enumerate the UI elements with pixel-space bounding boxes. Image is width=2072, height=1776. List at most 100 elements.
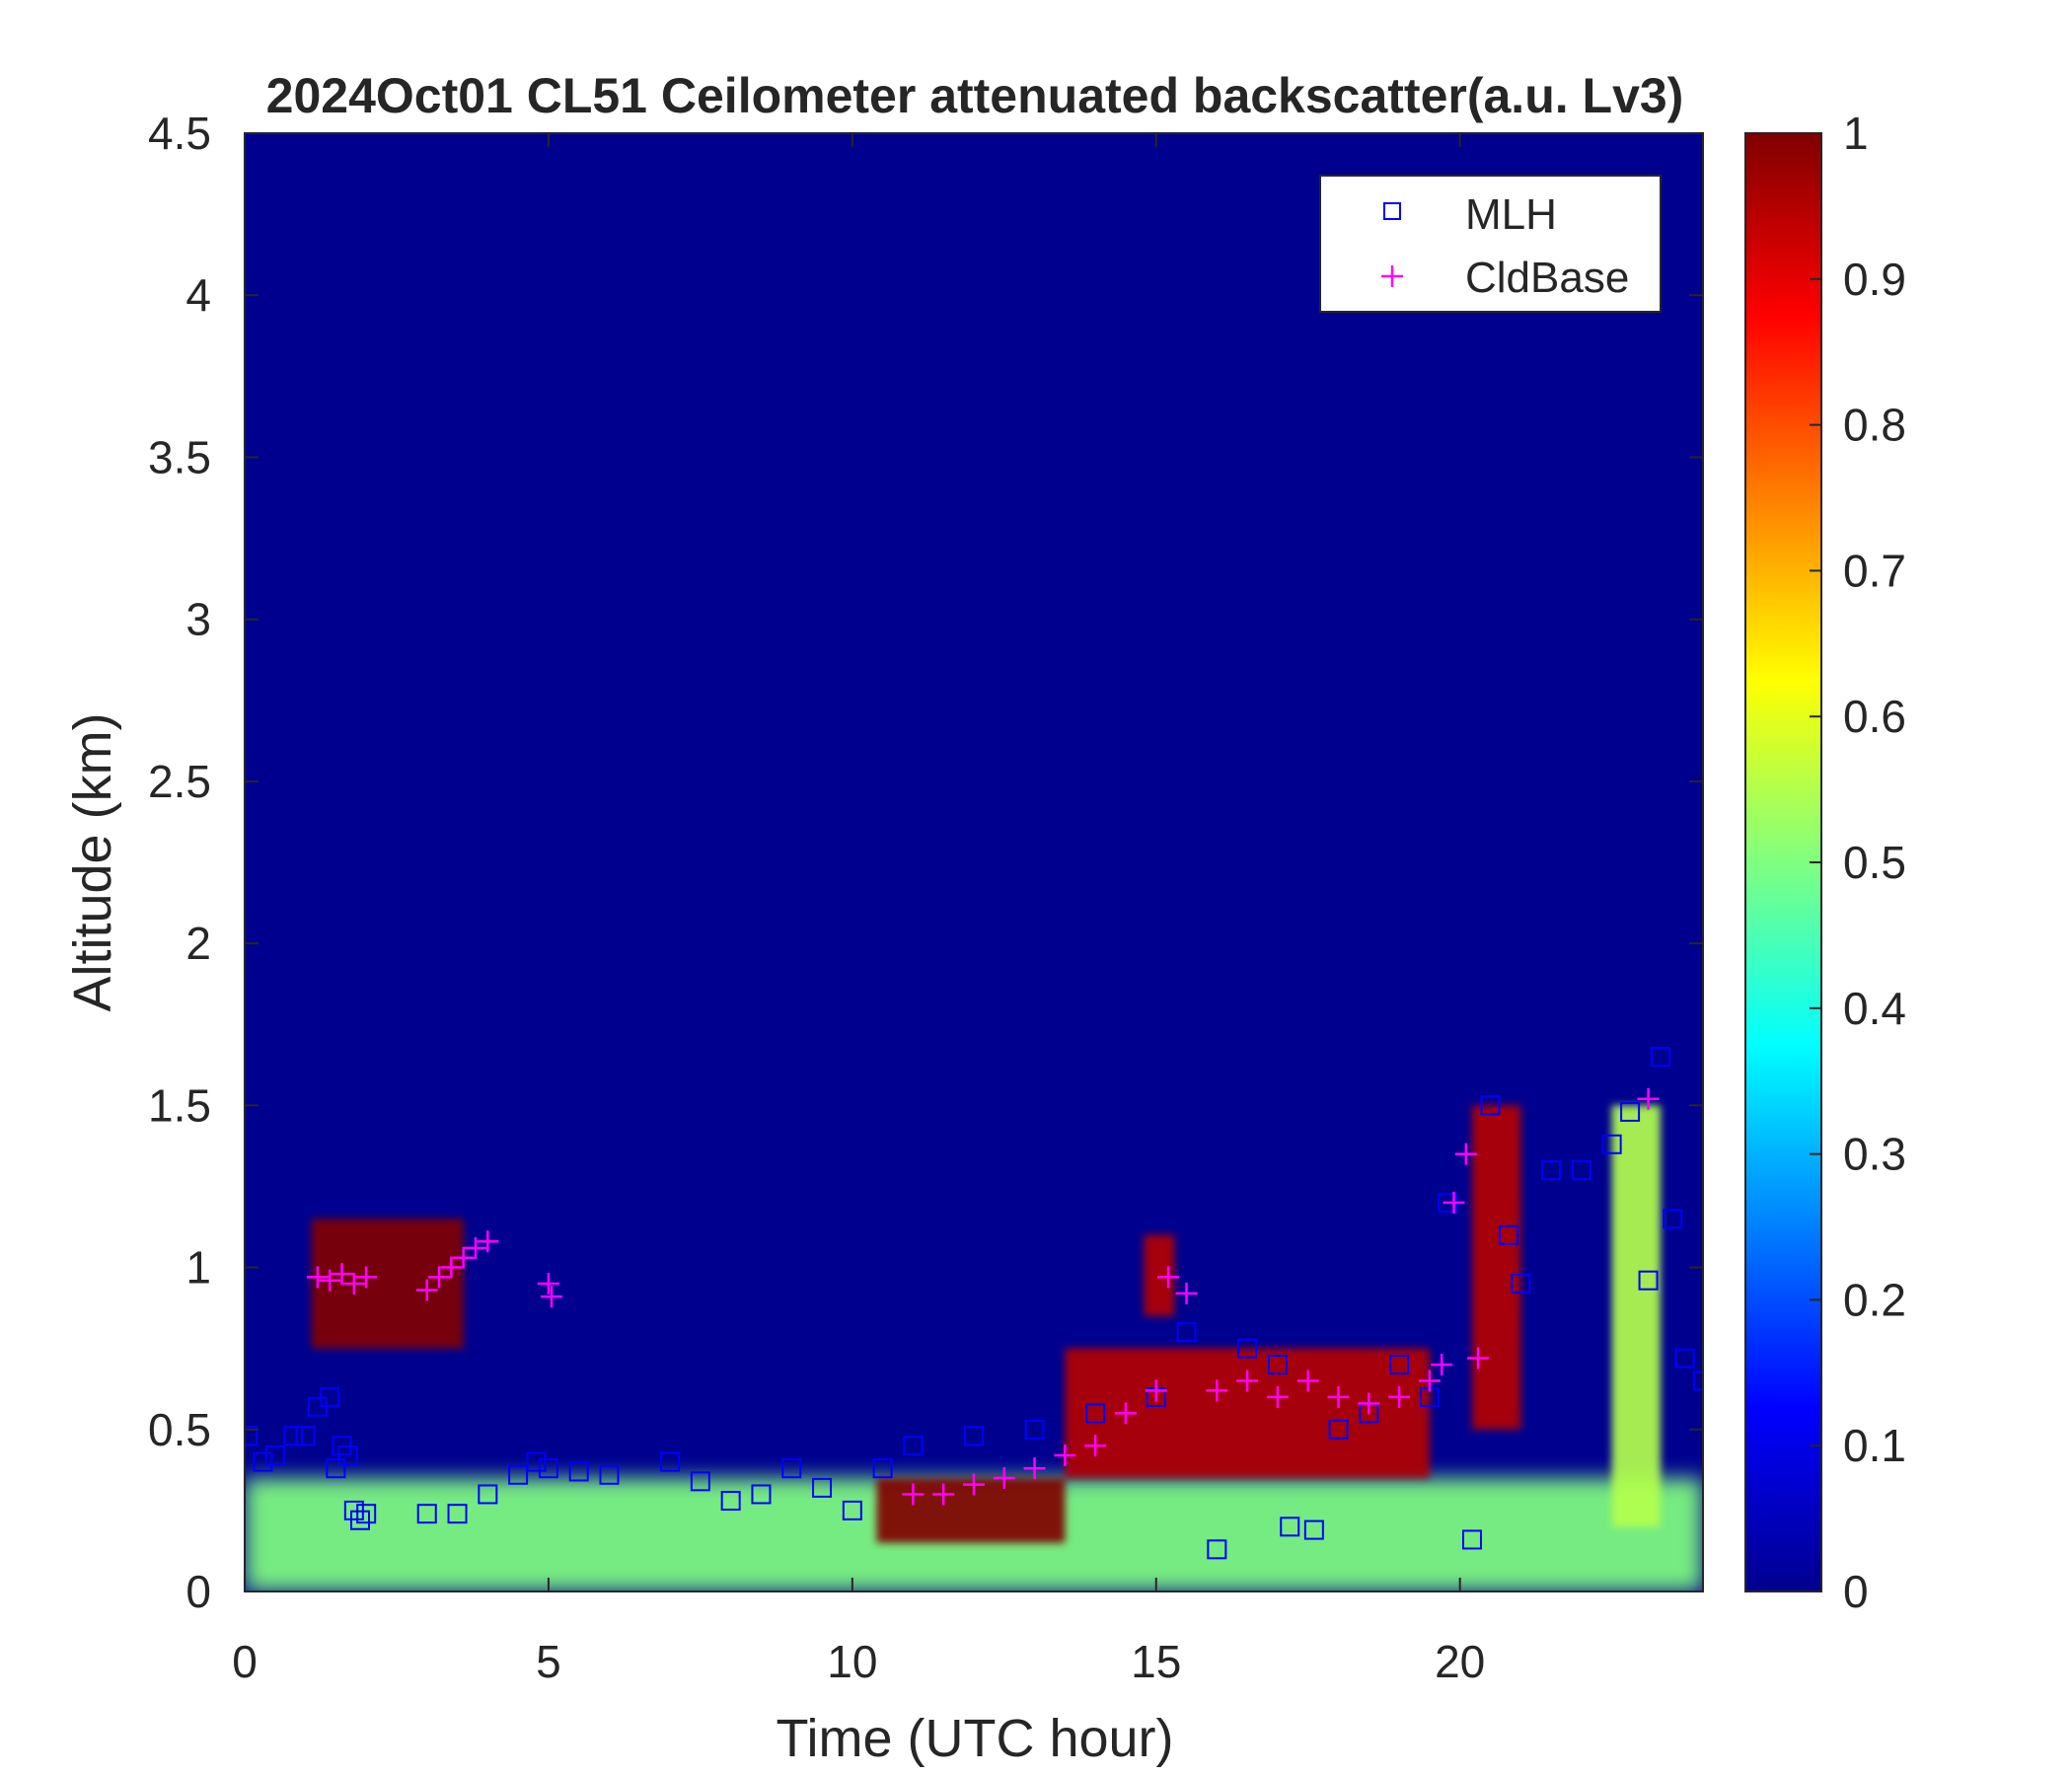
- mlh-point: [356, 1504, 377, 1524]
- mlh-point: [264, 1445, 285, 1466]
- cldbase-point: [440, 1256, 463, 1279]
- cldbase-point: [428, 1266, 451, 1289]
- legend-cldbase-marker: [1381, 265, 1403, 287]
- legend-box: [1319, 175, 1662, 313]
- mlh-point: [283, 1426, 304, 1446]
- cldbase-point: [1175, 1282, 1198, 1304]
- mlh-point: [350, 1510, 371, 1530]
- cldbase-point: [452, 1246, 475, 1269]
- cldbase-point: [306, 1266, 329, 1289]
- mlh-point: [1693, 1370, 1703, 1391]
- cldbase-point: [1023, 1457, 1046, 1480]
- mlh-point: [660, 1451, 681, 1472]
- cldbase-point: [1157, 1266, 1180, 1289]
- cldbase-point: [342, 1272, 365, 1295]
- backscatter-region: [1471, 1105, 1521, 1430]
- y-axis: Altitude (km) 0 0.5 1 1.5 2 2.5 3 3.5 4 4.5: [63, 108, 1703, 1617]
- colorbar-tick-label: 0.9: [1843, 254, 1906, 305]
- mlh-point: [526, 1451, 547, 1472]
- mlh-point: [720, 1491, 741, 1512]
- y-tick-label: 3: [185, 594, 211, 645]
- backscatter-region: [311, 1219, 464, 1349]
- heatmap-background: [245, 133, 1703, 1591]
- y-tick-label: 0: [185, 1566, 211, 1617]
- mlh-point: [1541, 1160, 1562, 1181]
- colorbar-tick-label: 0: [1843, 1566, 1869, 1617]
- cldbase-point: [1236, 1369, 1259, 1392]
- cldbase-point: [477, 1230, 499, 1253]
- chart-title: 2024Oct01 CL51 Ceilometer attenuated bac…: [266, 68, 1684, 123]
- y-tick-label: 4.5: [148, 108, 211, 159]
- cldbase-point: [1266, 1385, 1289, 1408]
- mlh-point: [812, 1477, 833, 1498]
- y-tick-label: 4: [185, 269, 211, 321]
- mlh-point: [568, 1461, 589, 1482]
- mlh-point: [447, 1504, 468, 1524]
- cldbase-point: [1454, 1143, 1477, 1165]
- cldbase-point: [932, 1483, 955, 1506]
- mlh-point: [1663, 1209, 1683, 1229]
- cldbase-point: [1637, 1087, 1660, 1110]
- mlh-point: [320, 1386, 340, 1407]
- cldbase-point: [465, 1236, 487, 1259]
- y-tick-label: 2: [185, 918, 211, 969]
- mlh-point: [1389, 1355, 1410, 1375]
- y-axis-label: Altitude (km): [63, 712, 122, 1011]
- cldbase-point: [540, 1286, 562, 1308]
- backscatter-region: [876, 1478, 1066, 1543]
- colorbar-tick-label: 0.1: [1843, 1420, 1906, 1471]
- mlh-point: [781, 1458, 802, 1479]
- x-tick-label: 0: [232, 1636, 258, 1687]
- mlh-point: [690, 1471, 710, 1492]
- mlh-point: [903, 1436, 924, 1456]
- mlh-point: [842, 1500, 862, 1520]
- mlh-point: [1237, 1338, 1258, 1359]
- cldbase-point: [1431, 1354, 1453, 1376]
- x-tick-label: 10: [827, 1636, 877, 1687]
- mlh-point: [872, 1458, 893, 1479]
- mlh-point: [1176, 1322, 1197, 1343]
- y-tick-label: 1: [185, 1242, 211, 1294]
- cldbase-point: [1084, 1435, 1107, 1457]
- legend-cldbase-label: CldBase: [1465, 254, 1629, 302]
- cldbase-point: [993, 1467, 1015, 1490]
- cldbase-point: [1443, 1191, 1465, 1214]
- cldbase-point: [1296, 1369, 1319, 1392]
- plot-area: [244, 132, 1704, 1592]
- mlh-point: [1620, 1101, 1641, 1122]
- mlh-point: [1638, 1270, 1659, 1291]
- cldbase-point: [1388, 1385, 1411, 1408]
- mlh-point: [1480, 1095, 1501, 1116]
- mlh-point: [245, 1426, 259, 1446]
- mlh-point: [751, 1484, 772, 1505]
- mlh-point: [1303, 1519, 1324, 1540]
- mlh-point: [1207, 1539, 1227, 1560]
- x-tick-label: 5: [536, 1636, 561, 1687]
- y-tick-label: 2.5: [148, 756, 211, 807]
- mlh-point: [538, 1458, 558, 1479]
- cldbase-point: [1467, 1347, 1490, 1369]
- mlh-point: [1461, 1529, 1482, 1550]
- y-tick-label: 3.5: [148, 431, 211, 482]
- legend: MLH CldBase: [1319, 175, 1662, 313]
- colorbar-tick-label: 0.2: [1843, 1274, 1906, 1325]
- colorbar-ticks: 0 0.1 0.2 0.3 0.4 0.5 0.6 0.7 0.8 0.9 1: [1810, 108, 1906, 1617]
- cldbase-point: [1145, 1379, 1167, 1402]
- legend-mlh-label: MLH: [1465, 190, 1557, 239]
- mlh-point: [416, 1504, 437, 1524]
- colorbar-tick-label: 0.3: [1843, 1129, 1906, 1180]
- colorbar-tick-label: 1: [1843, 108, 1869, 159]
- mlh-point: [964, 1426, 984, 1446]
- x-axis: Time (UTC hour) 0 5 10 15 20: [232, 133, 1485, 1768]
- mlh-point: [478, 1484, 498, 1505]
- colorbar-tick-label: 0.7: [1843, 545, 1906, 596]
- colorbar-tick-label: 0.6: [1843, 691, 1906, 742]
- mlh-point: [337, 1445, 358, 1466]
- colorbar-tick-label: 0.5: [1843, 837, 1906, 888]
- cldbase-point: [415, 1279, 438, 1301]
- x-tick-label: 15: [1131, 1636, 1181, 1687]
- y-tick-label: 1.5: [148, 1079, 211, 1131]
- x-axis-label: Time (UTC hour): [776, 1709, 1173, 1768]
- y-tick-label: 0.5: [148, 1404, 211, 1455]
